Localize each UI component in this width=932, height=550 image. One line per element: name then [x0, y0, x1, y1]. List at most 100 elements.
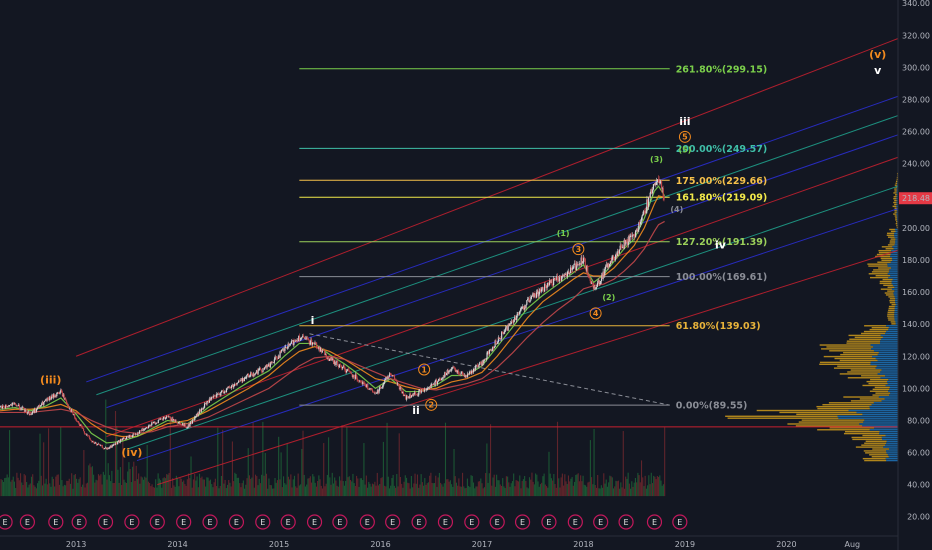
- volume-profile-bar: [863, 421, 898, 423]
- candle-body: [639, 221, 642, 225]
- candle-body: [460, 372, 462, 375]
- candle-body: [496, 343, 498, 345]
- candle-body: [592, 283, 594, 289]
- candle-body: [208, 398, 211, 403]
- candle-body: [640, 220, 642, 222]
- volume-bar: [352, 473, 354, 497]
- candle-body: [626, 241, 629, 245]
- candle-body: [220, 392, 222, 396]
- y-tick-label: 80.00: [907, 416, 930, 425]
- volume-profile-bar: [872, 394, 890, 396]
- volume-bar: [72, 488, 74, 497]
- candle-body: [154, 421, 156, 425]
- volume-bar: [632, 486, 634, 497]
- candle-body: [255, 373, 257, 375]
- volume-bar: [502, 478, 504, 497]
- volume-profile-bar: [885, 384, 898, 387]
- volume-bar: [191, 487, 193, 497]
- candle-body: [266, 364, 268, 368]
- candle-body: [433, 384, 435, 386]
- candle-body: [272, 362, 275, 364]
- candle-body: [466, 375, 468, 377]
- volume-bar: [195, 480, 197, 497]
- candle-body: [51, 395, 53, 399]
- volume-bar: [343, 485, 345, 497]
- volume-profile-bar: [885, 375, 898, 377]
- volume-bar: [430, 472, 432, 497]
- volume-bar: [431, 482, 433, 497]
- y-axis[interactable]: 20.0040.0060.0080.00100.00120.00140.0016…: [897, 0, 932, 550]
- candle-body: [84, 433, 86, 434]
- candle-body: [503, 332, 505, 334]
- volume-bar: [530, 479, 532, 497]
- candle-body: [386, 377, 388, 380]
- volume-profile-bar: [889, 242, 896, 244]
- volume-profile-bar: [886, 440, 898, 443]
- candle-body: [178, 422, 180, 423]
- candle-body: [418, 390, 420, 395]
- volume-bar: [291, 487, 293, 497]
- volume-profile-bar: [817, 407, 870, 410]
- volume-profile-bar: [870, 378, 889, 381]
- volume-bar: [360, 478, 363, 497]
- volume-bar: [334, 477, 336, 497]
- candle-body: [467, 373, 469, 375]
- volume-bar: [18, 480, 20, 497]
- candle-body: [73, 414, 75, 415]
- candle-body: [415, 394, 418, 396]
- candle-body: [647, 197, 650, 207]
- candle-body: [16, 405, 18, 407]
- candle-body: [260, 369, 262, 372]
- volume-profile-bar: [865, 452, 887, 454]
- volume-bar: [514, 486, 516, 497]
- candle-body: [202, 408, 204, 410]
- volume-bar: [424, 478, 426, 497]
- candle-body: [371, 388, 373, 391]
- volume-bar: [356, 475, 358, 497]
- event-marker-label: E: [469, 518, 474, 527]
- volume-bar: [69, 483, 72, 497]
- candle-body: [156, 422, 158, 424]
- candle-body: [492, 346, 494, 351]
- candle-body: [65, 400, 68, 404]
- candle-body: [149, 425, 151, 426]
- volume-bar: [11, 479, 13, 497]
- volume-bar: [515, 480, 517, 497]
- volume-bar: [258, 478, 260, 497]
- volume-bar: [248, 475, 251, 497]
- volume-bar: [426, 483, 428, 497]
- volume-bar: [228, 479, 230, 497]
- wave-label-circle: [425, 398, 438, 411]
- volume-profile-bar: [880, 338, 898, 340]
- candle-body: [126, 436, 129, 438]
- candle-body: [652, 184, 655, 190]
- candle-body: [389, 373, 391, 377]
- candle-body: [53, 394, 55, 398]
- volume-bar: [571, 477, 573, 497]
- event-marker: [437, 514, 454, 530]
- candle-body: [176, 422, 178, 424]
- volume-bar: [161, 487, 163, 497]
- candle-body: [455, 370, 457, 372]
- candle-body: [405, 395, 407, 400]
- volume-bar: [67, 480, 69, 497]
- volume-profile-bar: [894, 211, 897, 213]
- candle-body: [79, 424, 81, 426]
- volume-bar: [246, 478, 248, 497]
- candle-body: [49, 396, 51, 400]
- event-marker: [672, 514, 688, 530]
- candle-body: [39, 405, 42, 407]
- candle-body: [477, 366, 479, 368]
- candle-body: [97, 443, 99, 445]
- volume-bar: [86, 482, 89, 497]
- volume-bar: [479, 481, 481, 497]
- candle-body: [583, 257, 585, 262]
- volume-profile-bar: [848, 334, 881, 337]
- volume-bar: [532, 481, 534, 497]
- candle-body: [516, 314, 518, 318]
- volume-bar: [507, 476, 509, 497]
- volume-bar: [420, 474, 422, 497]
- volume-bar: [363, 443, 365, 497]
